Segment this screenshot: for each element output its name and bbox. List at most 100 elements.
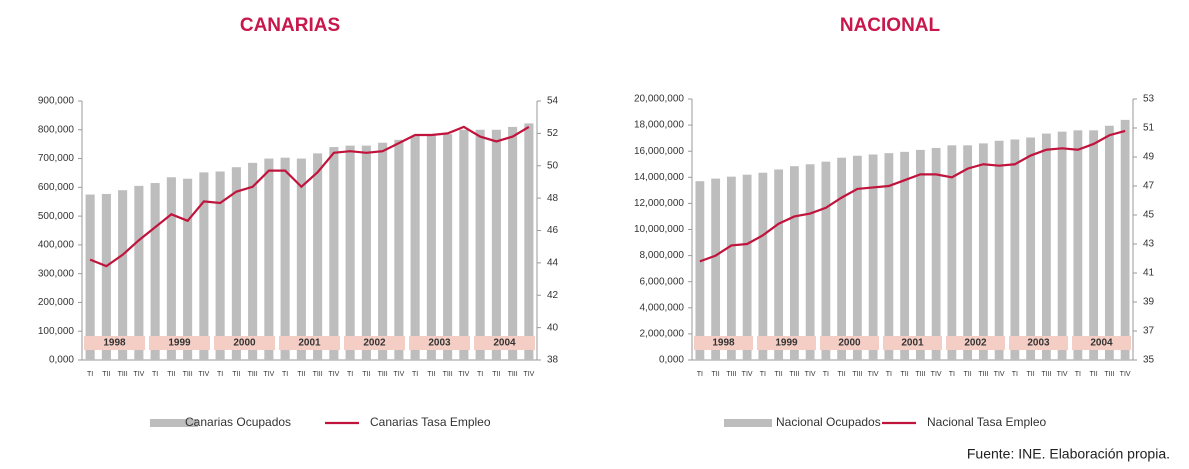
bar [215,171,225,360]
legend-label: Canarias Tasa Empleo [370,415,491,429]
bar [695,181,705,360]
x-tick-label: TIII [1104,371,1114,378]
y-tick-label: 600,000 [38,182,75,193]
x-tick-label: TII [102,371,110,378]
bar [931,147,941,360]
x-tick-label: TIV [742,371,753,378]
bar [150,183,160,360]
y-tick-label: 500,000 [38,211,75,222]
bar [166,177,176,360]
y-tick-label: 10,000,000 [634,224,684,235]
x-tick-label: TI [87,371,93,378]
x-tick-label: TIV [263,371,274,378]
year-label: 2000 [233,338,256,349]
bar [711,178,721,360]
legend-label: Canarias Ocupados [185,415,291,429]
bar [410,136,420,360]
x-tick-label: TIV [1120,371,1131,378]
bar [231,167,241,360]
legend-swatch [150,419,198,427]
y-tick-label: 12,000,000 [634,198,684,209]
y-tick-label: 100,000 [38,326,75,337]
bar [821,161,831,360]
x-tick-label: TIV [931,371,942,378]
x-tick-label: TIV [198,371,209,378]
line [89,125,530,268]
y2-tick-label: 45 [1143,210,1155,221]
year-label: 2002 [964,338,987,349]
year-box [474,336,535,350]
x-tick-label: TI [282,371,288,378]
year-box [820,336,879,350]
y2-tick-label: 54 [547,96,559,107]
x-tick-label: TII [775,371,783,378]
bar [508,126,518,361]
bar [994,140,1004,360]
x-tick-label: TIV [868,371,879,378]
y-tick-label: 4,000,000 [640,302,685,313]
x-tick-label: TII [1090,371,1098,378]
year-label: 2001 [901,338,924,349]
bar [345,145,355,360]
bar [475,129,485,360]
bar [329,147,339,360]
bar [296,158,306,360]
y2-tick-label: 40 [547,322,559,333]
bar [868,154,878,360]
year-box [1009,336,1068,350]
bar [361,145,371,360]
year-label: 1998 [103,338,126,349]
y2-tick-label: 50 [547,160,559,171]
bar [394,139,404,360]
bar [900,151,910,360]
chart-title: CANARIAS [240,15,340,36]
year-label: 2003 [428,338,451,349]
y-tick-label: 2,000,000 [640,329,685,340]
x-tick-label: TIII [508,371,518,378]
x-tick-label: TIII [978,371,988,378]
bar [1026,137,1036,360]
y2-tick-label: 53 [1143,94,1155,105]
year-box [694,336,753,350]
line [699,129,1126,263]
year-box [84,336,145,350]
bar [805,164,815,360]
x-tick-label: TIII [118,371,128,378]
y-tick-label: 14,000,000 [634,172,684,183]
bar [852,155,862,360]
bar [1057,131,1067,360]
bar [1120,119,1130,360]
bar [947,145,957,360]
x-tick-label: TIII [248,371,258,378]
y-tick-label: 16,000,000 [634,146,684,157]
year-box [946,336,1005,350]
y2-tick-label: 51 [1143,123,1155,134]
x-tick-label: TIV [458,371,469,378]
y2-tick-label: 48 [547,193,559,204]
bar [1010,139,1020,360]
y-tick-label: 0,000 [659,355,684,366]
y2-tick-label: 41 [1143,268,1155,279]
x-tick-label: TIV [523,371,534,378]
y-tick-label: 900,000 [38,96,75,107]
x-tick-label: TII [901,371,909,378]
y-tick-label: 400,000 [38,240,75,251]
source: Fuente: INE. Elaboración propia. [967,446,1170,462]
x-tick-label: TIV [1057,371,1068,378]
year-label: 2001 [298,338,321,349]
x-tick-label: TIII [183,371,193,378]
x-tick-label: TII [362,371,370,378]
year-label: 1999 [775,338,798,349]
year-label: 2003 [1027,338,1050,349]
y2-tick-label: 46 [547,225,559,236]
x-tick-label: TIII [726,371,736,378]
legend-swatch [724,419,772,427]
bar [963,145,973,360]
year-box [1072,336,1131,350]
bar [915,149,925,360]
x-tick-label: TII [838,371,846,378]
x-tick-label: TII [1027,371,1035,378]
bar [118,190,128,360]
bar [524,123,534,361]
legend-label: Nacional Tasa Empleo [927,415,1047,429]
